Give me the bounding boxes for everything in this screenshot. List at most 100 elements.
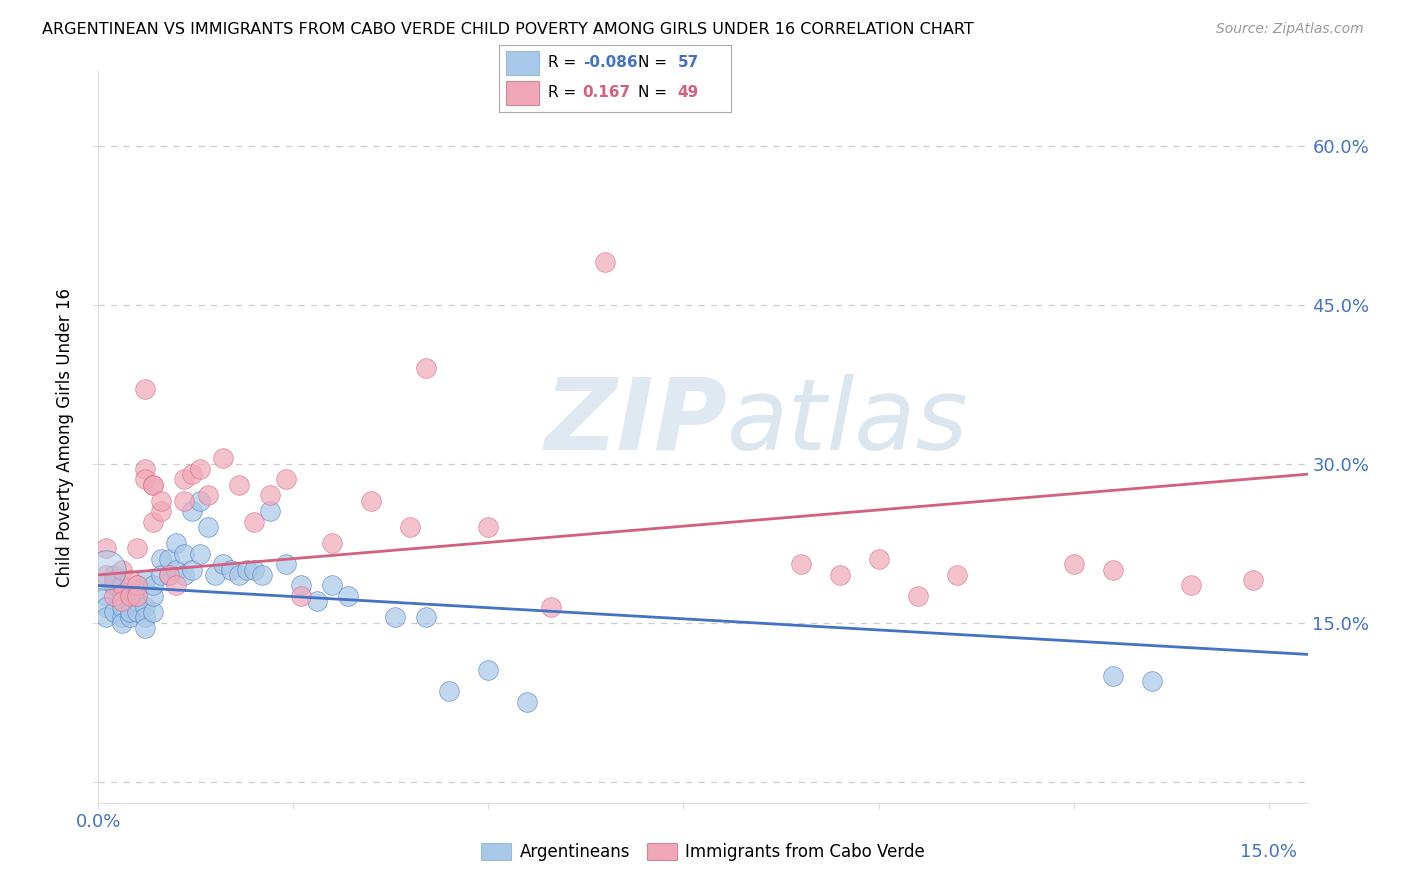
Point (134, 610, 156, 624)
Point (181, 563, 204, 577)
Point (212, 558, 235, 572)
Point (1101, 563, 1123, 577)
Point (103, 573, 125, 587)
Point (290, 589, 312, 603)
Text: N =: N = (638, 86, 672, 100)
Text: 57: 57 (678, 55, 699, 70)
Point (1140, 673, 1163, 688)
Point (96, 563, 118, 577)
Point (188, 547, 211, 561)
Point (337, 589, 360, 603)
Point (516, 695, 538, 709)
Point (127, 605, 149, 619)
Point (290, 578, 312, 592)
Point (243, 563, 266, 577)
Point (127, 594, 149, 608)
Point (1180, 578, 1202, 592)
Point (103, 605, 125, 619)
FancyBboxPatch shape (506, 81, 538, 104)
Point (212, 451, 235, 466)
Point (1241, 573, 1264, 587)
Point (540, 599, 562, 614)
Text: R =: R = (548, 86, 581, 100)
Point (181, 467, 204, 482)
Point (118, 583, 141, 598)
Point (188, 462, 211, 476)
Point (235, 563, 257, 577)
Point (134, 383, 156, 397)
Point (321, 578, 343, 592)
Point (111, 594, 134, 608)
Point (595, 255, 617, 269)
Point (321, 536, 343, 550)
Point (127, 541, 149, 556)
Point (789, 558, 811, 572)
Point (134, 573, 156, 587)
Legend: Argentineans, Immigrants from Cabo Verde: Argentineans, Immigrants from Cabo Verde (475, 836, 931, 868)
Text: 15.0%: 15.0% (1240, 843, 1298, 861)
Point (204, 567, 226, 582)
Point (415, 610, 437, 624)
Point (274, 558, 297, 572)
Point (142, 578, 165, 592)
Point (111, 610, 134, 624)
Point (111, 563, 134, 577)
Point (96, 541, 118, 556)
Point (173, 567, 195, 582)
Point (415, 361, 437, 376)
Point (142, 477, 165, 491)
Point (907, 589, 929, 603)
Point (1101, 668, 1123, 682)
Point (118, 589, 141, 603)
Point (360, 493, 382, 508)
Point (945, 567, 967, 582)
Point (188, 493, 211, 508)
Point (228, 477, 250, 491)
Point (142, 515, 165, 529)
Point (157, 552, 180, 566)
Point (96, 567, 118, 582)
Point (305, 594, 328, 608)
Point (197, 488, 219, 502)
Point (111, 615, 134, 630)
Text: 49: 49 (678, 86, 699, 100)
Point (149, 504, 172, 518)
Text: ARGENTINEAN VS IMMIGRANTS FROM CABO VERDE CHILD POVERTY AMONG GIRLS UNDER 16 COR: ARGENTINEAN VS IMMIGRANTS FROM CABO VERD… (42, 22, 974, 37)
Point (157, 567, 180, 582)
Point (477, 520, 499, 534)
Point (96, 599, 118, 614)
Point (134, 473, 156, 487)
Point (228, 567, 250, 582)
Point (157, 567, 180, 582)
FancyBboxPatch shape (506, 51, 538, 75)
Point (165, 536, 187, 550)
Point (173, 493, 195, 508)
Point (252, 567, 274, 582)
Point (127, 578, 149, 592)
Text: R =: R = (548, 55, 581, 70)
Point (181, 504, 204, 518)
Text: -0.086: -0.086 (582, 55, 637, 70)
Point (118, 605, 141, 619)
Point (103, 567, 125, 582)
Point (127, 589, 149, 603)
Point (197, 520, 219, 534)
Point (149, 552, 172, 566)
Point (118, 610, 141, 624)
Point (477, 663, 499, 677)
Text: Source: ZipAtlas.com: Source: ZipAtlas.com (1216, 22, 1364, 37)
Point (142, 477, 165, 491)
Point (111, 589, 134, 603)
Point (219, 563, 242, 577)
Point (142, 605, 165, 619)
Point (165, 563, 187, 577)
Point (111, 599, 134, 614)
Point (134, 462, 156, 476)
Point (103, 589, 125, 603)
Point (439, 684, 461, 698)
Point (243, 515, 266, 529)
Point (1063, 558, 1085, 572)
Point (274, 473, 297, 487)
Point (149, 493, 172, 508)
Point (165, 578, 187, 592)
